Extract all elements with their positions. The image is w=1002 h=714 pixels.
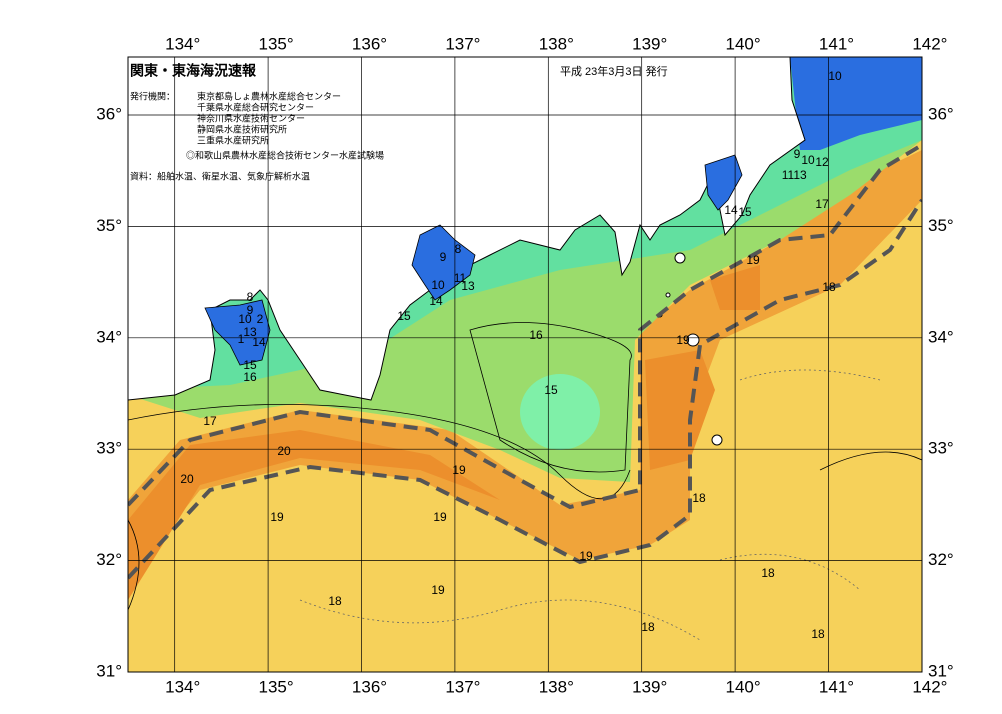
contour-label: 17 — [815, 197, 829, 211]
contour-label: 18 — [328, 594, 342, 608]
lon-label-bottom: 138° — [539, 677, 574, 696]
contour-label: 10 — [801, 153, 815, 167]
land — [128, 57, 806, 401]
contour-label: 20 — [277, 444, 291, 458]
contour-label: 15 — [544, 383, 558, 397]
contour-label: 8 — [455, 242, 462, 256]
lon-label-top: 134° — [165, 34, 200, 53]
contour-label: 14 — [429, 294, 443, 308]
title: 関東・東海海況速報 — [130, 63, 257, 79]
lat-label-left: 35° — [96, 216, 122, 235]
issue-date: 平成 23年3月3日 発行 — [560, 64, 668, 78]
contour-label: 18 — [822, 280, 836, 294]
contour-label: 13 — [461, 279, 475, 293]
lon-label-bottom: 142° — [912, 677, 947, 696]
lon-label-bottom: 140° — [726, 677, 761, 696]
contour-label: 1 — [238, 332, 245, 346]
issuer-label: 発行機関： — [130, 90, 175, 101]
kuroshio-axis — [128, 143, 922, 580]
issuer: 神奈川県水産技術センター — [197, 112, 305, 123]
contour-label: 16 — [529, 328, 543, 342]
issuer: 三重県水産研究所 — [197, 134, 269, 145]
frame — [127, 56, 923, 673]
contour-label: 19 — [746, 253, 760, 267]
lat-label-right: 36° — [928, 104, 954, 123]
lon-label-top: 141° — [819, 34, 854, 53]
contour-label: 8 — [247, 290, 254, 304]
lat-label-right: 35° — [928, 216, 954, 235]
contour-label: 15 — [738, 205, 752, 219]
contours — [128, 322, 922, 611]
contour-label: 9 — [440, 250, 447, 264]
contour-label: 19 — [579, 549, 593, 563]
contour-label: 11 — [454, 271, 467, 285]
lon-label-bottom: 137° — [445, 677, 480, 696]
contour-label: 19 — [270, 510, 284, 524]
kii-channel — [204, 299, 271, 366]
sea-blue — [790, 57, 922, 150]
lon-label-bottom: 136° — [352, 677, 387, 696]
issuer: 静岡県水産技術研究所 — [197, 123, 287, 134]
lat-label-right: 31° — [928, 661, 954, 680]
contour-label: 18 — [811, 627, 825, 641]
contour-label: 13 — [793, 168, 807, 182]
lon-label-top: 139° — [632, 34, 667, 53]
lat-label-left: 33° — [96, 439, 122, 458]
cool-core — [520, 374, 600, 450]
lon-label-top: 137° — [445, 34, 480, 53]
contour-label: 12 — [815, 155, 829, 169]
sea-orange — [128, 150, 922, 580]
map-body — [128, 57, 922, 672]
labels: 134°134°135°135°136°136°137°137°138°138°… — [96, 34, 953, 696]
lat-label-left: 36° — [96, 104, 122, 123]
contour-label: 10 — [238, 312, 252, 326]
contour-label: 9 — [794, 147, 801, 161]
contour-label: 19 — [431, 583, 445, 597]
contour-label: 10 — [431, 278, 445, 292]
contour-label: 13 — [243, 325, 257, 339]
lon-label-top: 136° — [352, 34, 387, 53]
contour-label: 9 — [247, 303, 254, 317]
graticule — [128, 57, 922, 672]
lon-label-top: 140° — [726, 34, 761, 53]
contour-label: 19 — [676, 333, 690, 347]
lon-label-top: 135° — [259, 34, 294, 53]
source: 資料：船舶水温、衛星水温、気象庁解析水温 — [130, 170, 310, 181]
contour-label: 15 — [243, 358, 257, 372]
contour-label: 2 — [257, 312, 264, 326]
lon-label-bottom: 134° — [165, 677, 200, 696]
ise-bay — [411, 224, 476, 301]
contour-label: 14 — [252, 335, 266, 349]
lat-label-left: 31° — [96, 661, 122, 680]
contour-label: 19 — [433, 510, 447, 524]
issuer: 東京都島しょ農林水産総合センター — [197, 90, 341, 101]
contour-label: 16 — [243, 370, 257, 384]
contour-label: 11 — [782, 168, 795, 182]
contour-label: 15 — [397, 309, 411, 323]
contour-label: 18 — [692, 491, 706, 505]
contour-label: 10 — [828, 69, 842, 83]
contour-label: 18 — [761, 566, 775, 580]
dotted-contours — [299, 369, 881, 641]
lon-label-bottom: 139° — [632, 677, 667, 696]
lon-label-bottom: 135° — [259, 677, 294, 696]
lat-label-left: 34° — [96, 327, 122, 346]
lon-label-bottom: 141° — [819, 677, 854, 696]
contour-label: 19 — [452, 463, 466, 477]
issuer: 千葉県水産総合研究センター — [197, 101, 314, 112]
lon-label-top: 138° — [539, 34, 574, 53]
contour-label: 20 — [180, 472, 194, 486]
contour-label: 17 — [203, 414, 217, 428]
lat-label-right: 33° — [928, 439, 954, 458]
issuer: ◎和歌山県農林水産総合技術センター水産試験場 — [186, 149, 384, 160]
islands — [657, 252, 723, 446]
lat-label-right: 34° — [928, 327, 954, 346]
lon-label-top: 142° — [912, 34, 947, 53]
contour-label: 14 — [724, 203, 738, 217]
contour-label: 18 — [641, 620, 655, 634]
lat-label-left: 32° — [96, 550, 122, 569]
lat-label-right: 32° — [928, 550, 954, 569]
